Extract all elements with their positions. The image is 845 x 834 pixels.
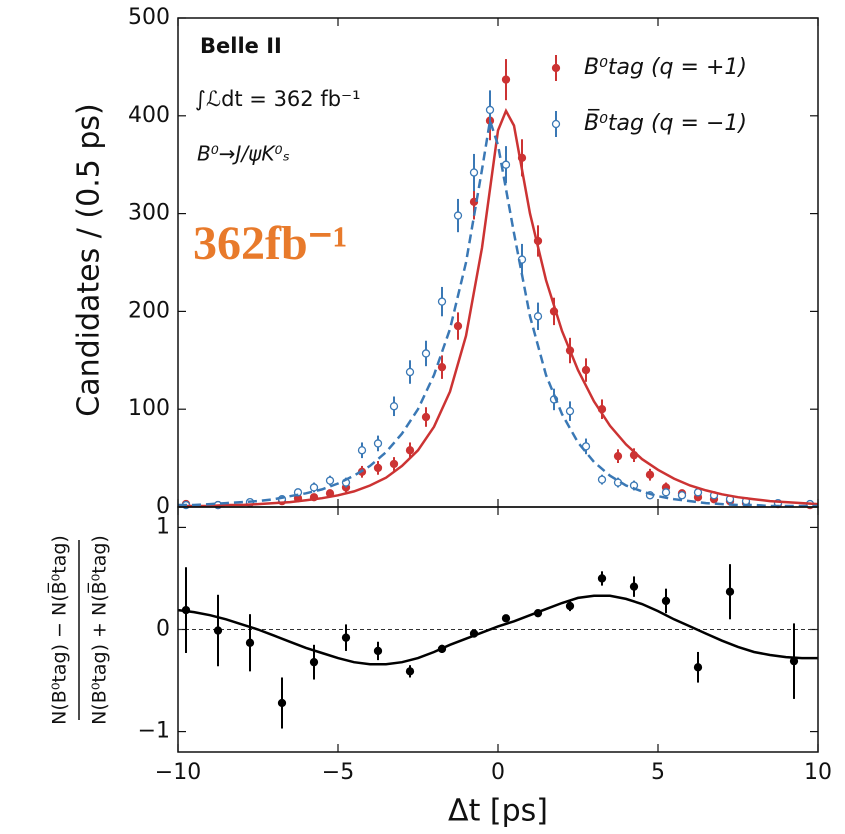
data-point	[501, 614, 511, 623]
y-tick-label: 0	[156, 617, 170, 642]
data-point	[325, 476, 335, 485]
data-point	[453, 211, 463, 220]
data-point	[725, 587, 735, 596]
data-point	[389, 402, 399, 411]
y-tick-label: 400	[128, 103, 170, 128]
data-point	[405, 667, 415, 676]
data-point	[389, 459, 399, 469]
y-axis-title-denominator: N(B⁰tag) + N(B̅⁰tag)	[86, 535, 110, 725]
legend-marker	[551, 119, 561, 129]
data-point	[245, 638, 255, 647]
legend-label: B̅⁰tag (q = −1)	[584, 109, 747, 136]
y-axis-title: Candidates / (0.5 ps)	[72, 103, 107, 417]
data-point	[373, 646, 383, 656]
data-point	[565, 407, 575, 416]
data-point	[645, 470, 655, 479]
x-tick-label: 5	[651, 760, 665, 785]
x-tick-label: 0	[491, 760, 505, 785]
data-point	[661, 596, 671, 606]
data-point	[309, 483, 319, 492]
data-point	[629, 582, 639, 591]
fit-curve	[178, 120, 818, 508]
highlight-label: 362fb⁻¹	[193, 217, 347, 270]
plot-frame	[177, 506, 819, 753]
fit-curve	[178, 107, 819, 508]
data-point	[469, 168, 479, 177]
data-point	[693, 663, 703, 672]
data-point	[485, 105, 495, 115]
legend-marker	[551, 63, 561, 73]
data-point	[373, 439, 383, 448]
data-point	[277, 698, 287, 708]
data-point	[581, 365, 591, 375]
x-tick-label: 10	[804, 760, 832, 785]
data-point	[501, 160, 511, 169]
data-point	[405, 367, 415, 377]
y-axis-title-numerator: N(B⁰tag) − N(B̅⁰tag)	[46, 535, 70, 725]
x-axis-title: Δt [ps]	[448, 794, 548, 829]
data-point	[341, 633, 351, 642]
y-tick-label: 0	[156, 494, 170, 519]
y-tick-label: −1	[138, 719, 170, 744]
data-point	[597, 475, 607, 484]
data-point	[309, 658, 319, 667]
fit-curve	[177, 594, 818, 666]
data-point	[373, 463, 383, 473]
y-tick-label: 300	[128, 201, 170, 226]
data-point	[421, 349, 431, 358]
data-point	[613, 451, 623, 461]
y-tick-label: 1	[156, 514, 170, 539]
annotation: B⁰→J/ψK⁰ₛ	[197, 142, 290, 166]
data-point	[213, 626, 223, 635]
data-point	[661, 488, 671, 497]
data-point	[405, 446, 415, 455]
y-tick-label: 200	[128, 298, 170, 323]
data-point	[357, 446, 367, 455]
data-point	[565, 601, 575, 611]
data-point	[453, 321, 463, 331]
legend-label: B⁰tag (q = +1)	[584, 55, 747, 80]
data-point	[501, 75, 511, 84]
data-point	[421, 412, 431, 422]
annotation: Belle II	[200, 34, 282, 58]
data-point	[677, 491, 687, 500]
x-tick-label: −10	[155, 760, 201, 785]
x-tick-label: −5	[322, 760, 354, 785]
data-point	[597, 574, 607, 583]
annotation: ∫ℒdt = 362 fb⁻¹	[195, 87, 361, 111]
y-tick-label: 500	[128, 5, 170, 30]
data-point	[533, 312, 543, 321]
data-point	[437, 297, 447, 306]
y-tick-label: 100	[128, 396, 170, 421]
data-point	[437, 362, 447, 372]
